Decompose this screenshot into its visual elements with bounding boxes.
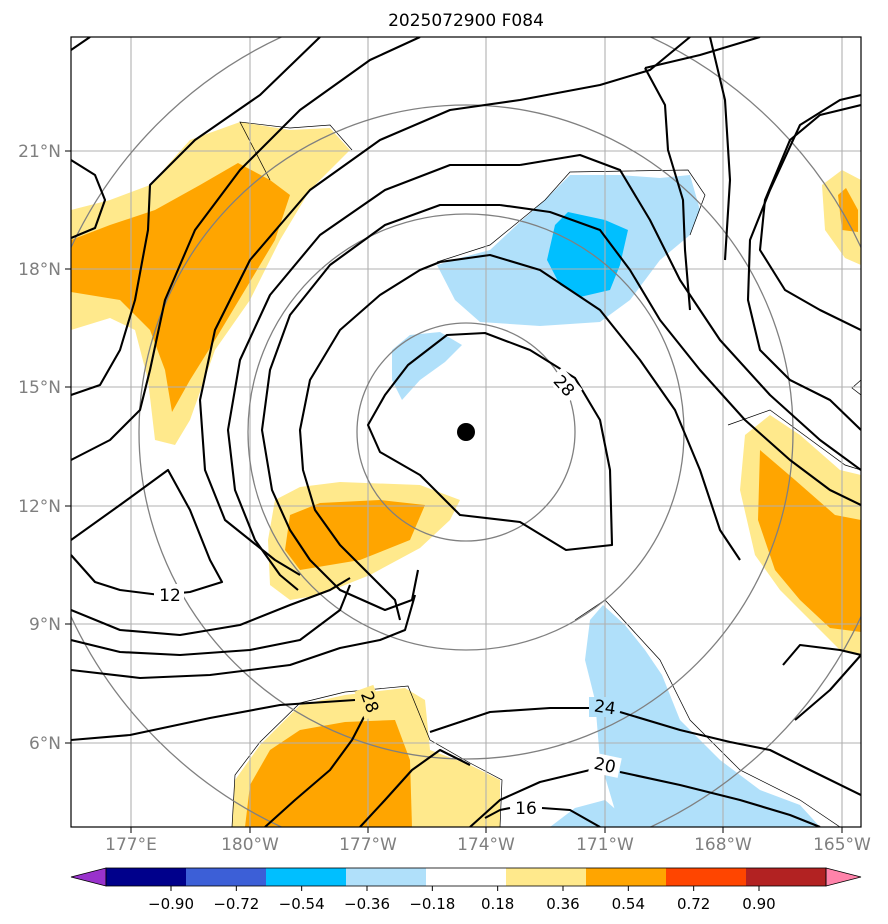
colorbar-tick-label: −0.72 xyxy=(213,895,259,913)
lon-label: 177°E xyxy=(105,835,157,855)
lat-label: 18°N xyxy=(18,260,61,280)
contour-28-south-b xyxy=(359,748,471,827)
contour-south-2 xyxy=(71,584,351,657)
negative-anomaly-lightblue-southeast xyxy=(585,605,820,827)
negative-anomaly-lightblue-bottom xyxy=(550,800,622,827)
lat-lon-grid xyxy=(71,37,861,827)
colorbar-tick-label: −0.18 xyxy=(409,895,455,913)
latitude-labels: 21°N 18°N 15°N 12°N 9°N 6°N xyxy=(18,142,61,754)
colorbar-segment xyxy=(586,868,667,886)
colorbar-frame xyxy=(105,867,827,887)
colorbar-tick-label: −0.36 xyxy=(344,895,390,913)
colorbar-tick-label: 0.36 xyxy=(546,895,579,913)
positive-anomaly-orange-east xyxy=(758,450,861,632)
contour-24 xyxy=(429,706,861,796)
colorbar-segment xyxy=(346,868,427,886)
negative-anomaly-lightblue-small xyxy=(392,332,462,400)
colorbar-tick-label: 0.18 xyxy=(481,895,514,913)
colorbar-segment xyxy=(666,868,747,886)
lon-label: 168°W xyxy=(694,835,752,855)
contour-north-3 xyxy=(644,37,761,70)
colorbar-segment xyxy=(426,868,507,886)
lat-label: 9°N xyxy=(29,615,61,635)
contour-south-1 xyxy=(71,577,351,637)
contour-label-12: 12 xyxy=(159,586,181,606)
figure-title: 2025072900 F084 xyxy=(388,11,544,31)
lon-label: 165°W xyxy=(813,835,871,855)
colorbar-segment xyxy=(506,868,587,886)
map-frame xyxy=(70,36,862,828)
positive-anomaly-orange-northeast xyxy=(838,188,858,232)
colorbar-segment xyxy=(266,868,347,886)
storm-center-marker xyxy=(457,423,475,441)
colorbar-segments xyxy=(106,868,827,886)
lat-label: 21°N xyxy=(18,142,61,162)
contour-west-outer-3 xyxy=(71,159,107,239)
contour-label-24: 24 xyxy=(593,697,617,720)
lat-label: 12°N xyxy=(18,497,61,517)
positive-anomaly-orange-northwest xyxy=(71,163,290,412)
longitude-labels: 177°E 180°W 177°W 174°W 171°W 168°W 165°… xyxy=(105,835,871,855)
lat-label: 6°N xyxy=(29,734,61,754)
colorbar-extend-high xyxy=(825,867,862,887)
contour-west-outer-2 xyxy=(71,37,321,396)
contour-ring-5 xyxy=(198,37,691,576)
contour-labels: 12 28 28 24 20 16 xyxy=(154,367,622,819)
contour-20 xyxy=(469,768,821,827)
colorbar-segment xyxy=(106,868,187,886)
contour-north-2 xyxy=(708,37,732,261)
contour-label-20: 20 xyxy=(592,754,617,778)
lon-label: 180°W xyxy=(221,835,279,855)
contour-south-3 xyxy=(71,594,417,680)
contour-12-west xyxy=(71,468,224,597)
contour-east-1 xyxy=(782,643,861,666)
colorbar-tick-label: 0.72 xyxy=(677,895,710,913)
positive-anomaly-orange-south xyxy=(245,720,412,827)
negative-anomaly-blue-north xyxy=(547,212,628,297)
lon-label: 171°W xyxy=(576,835,634,855)
contour-north-1 xyxy=(644,67,692,311)
colorbar-ticks: −0.90 −0.72 −0.54 −0.36 −0.18 0.18 0.36 0.54 0.7… xyxy=(148,886,776,913)
contour-east-4 xyxy=(746,93,861,431)
contour-label-16: 16 xyxy=(515,799,537,819)
contour-east-2 xyxy=(794,654,861,721)
colorbar-segment xyxy=(746,868,827,886)
contour-east-3 xyxy=(758,103,861,331)
contour-16 xyxy=(484,806,601,827)
axis-ticks xyxy=(65,150,843,833)
map-plot: 12 28 28 24 20 16 xyxy=(71,37,861,827)
black-contours xyxy=(71,37,861,827)
contour-ring-3 xyxy=(260,203,861,612)
colorbar-tick-label: 0.90 xyxy=(742,895,775,913)
colorbar-tick-label: 0.54 xyxy=(612,895,645,913)
colorbar-segment xyxy=(186,868,267,886)
contour-28-south xyxy=(264,714,366,827)
contour-south-4 xyxy=(71,698,356,742)
contour-28-inner xyxy=(366,331,614,552)
lat-label: 15°N xyxy=(18,378,61,398)
lon-label: 177°W xyxy=(339,835,397,855)
lon-label: 174°W xyxy=(457,835,515,855)
colorbar-tick-label: −0.90 xyxy=(148,895,194,913)
contour-ring-2 xyxy=(298,253,741,621)
colorbar-tick-label: −0.54 xyxy=(279,895,325,913)
contour-west-outer-1 xyxy=(71,37,421,461)
contour-west-outer-4 xyxy=(71,37,91,51)
colorbar-extend-low xyxy=(70,867,107,887)
colorbar: −0.90 −0.72 −0.54 −0.36 −0.18 0.18 0.36 0.54 0.7… xyxy=(70,867,862,913)
